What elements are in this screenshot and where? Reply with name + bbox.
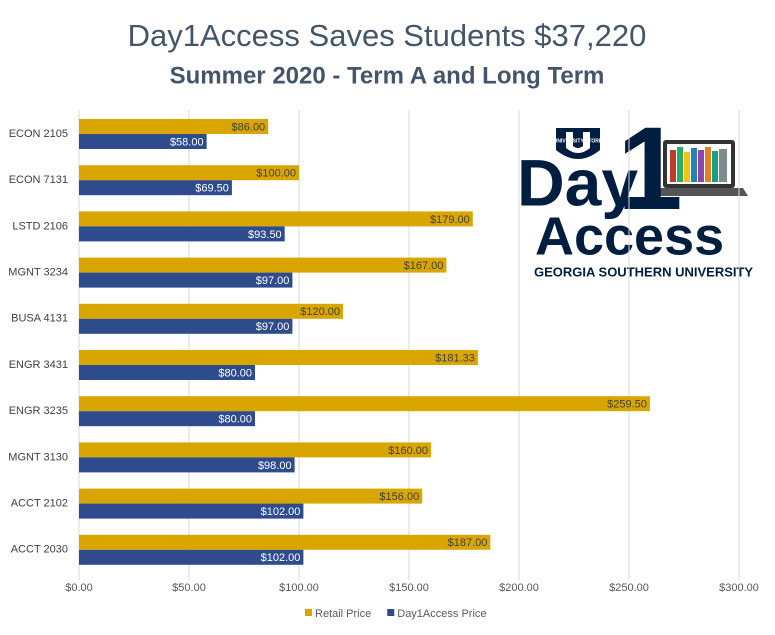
- y-tick-label: ECON 2105: [9, 128, 68, 140]
- logo-book: [719, 149, 727, 182]
- y-tick-label: ENGR 3431: [9, 359, 68, 371]
- bar: [79, 503, 304, 519]
- y-tick-label: MGNT 3234: [8, 267, 68, 279]
- y-tick-label: ECON 7131: [9, 174, 68, 186]
- bar: [79, 303, 343, 319]
- logo-store: UNIVERSITY STORE: [554, 138, 603, 144]
- logo-day: Day: [517, 145, 638, 219]
- value-label: $58.00: [170, 136, 204, 148]
- chart-subtitle: Summer 2020 - Term A and Long Term: [170, 62, 605, 89]
- value-label: $102.00: [261, 552, 301, 564]
- value-label: $156.00: [379, 491, 419, 503]
- value-label: $100.00: [256, 168, 296, 180]
- logo-book: [684, 152, 690, 182]
- bar: [79, 457, 295, 473]
- value-label: $97.00: [256, 321, 290, 333]
- logo-book: [712, 151, 718, 182]
- bar: [79, 119, 269, 134]
- bar: [79, 272, 293, 288]
- logo-access: Access: [535, 206, 724, 266]
- logo-book: [691, 148, 697, 182]
- value-label: $69.50: [195, 183, 229, 195]
- legend-swatch: [387, 609, 395, 616]
- y-tick-label: LSTD 2106: [12, 220, 68, 232]
- legend-label: Day1Access Price: [397, 608, 486, 620]
- chart-title: Day1Access Saves Students $37,220: [128, 18, 647, 53]
- value-label: $259.50: [607, 399, 647, 411]
- value-label: $86.00: [232, 121, 266, 133]
- bar: [79, 396, 650, 412]
- value-label: $102.00: [261, 506, 301, 518]
- x-tick-label: $150.00: [389, 582, 429, 594]
- value-label: $160.00: [388, 445, 428, 457]
- x-tick-label: $200.00: [499, 582, 539, 594]
- bar: [79, 488, 423, 504]
- y-tick-label: ENGR 3235: [9, 405, 68, 417]
- bar: [79, 350, 478, 365]
- bar: [79, 442, 431, 458]
- x-tick-label: $100.00: [279, 582, 319, 594]
- y-tick-label: ACCT 2102: [11, 498, 68, 510]
- value-label: $93.50: [248, 229, 282, 241]
- logo-u: [566, 132, 590, 153]
- logo-laptop-base: [650, 188, 748, 196]
- legend-swatch: [305, 609, 312, 616]
- logo-book: [705, 147, 711, 182]
- value-label: $187.00: [448, 537, 488, 549]
- value-label: $80.00: [218, 367, 252, 379]
- logo-book: [677, 147, 683, 182]
- bar: [79, 365, 255, 380]
- bar: [79, 257, 447, 273]
- logo: UNIVERSITY STORE Day 1 Access GEORGIA SO…: [517, 103, 753, 279]
- bar: [79, 180, 232, 196]
- logo-university: GEORGIA SOUTHERN UNIVERSITY: [534, 264, 753, 279]
- y-tick-label: MGNT 3130: [8, 451, 68, 463]
- bar: [79, 534, 491, 550]
- bar: [79, 211, 473, 227]
- bar: [79, 134, 207, 149]
- bar: [79, 411, 255, 427]
- logo-one: 1: [617, 103, 683, 235]
- value-label: $98.00: [258, 460, 292, 472]
- value-label: $120.00: [300, 306, 340, 318]
- bar: [79, 226, 285, 242]
- value-label: $80.00: [218, 414, 252, 426]
- logo-book: [670, 150, 676, 182]
- value-label: $167.00: [404, 260, 444, 272]
- legend-label: Retail Price: [315, 608, 371, 620]
- value-label: $97.00: [256, 275, 290, 287]
- bar: [79, 549, 304, 565]
- bar: [79, 165, 299, 181]
- value-label: $181.33: [435, 352, 475, 364]
- x-tick-label: $0.00: [65, 582, 93, 594]
- y-tick-label: ACCT 2030: [11, 544, 68, 556]
- y-tick-label: BUSA 4131: [11, 313, 68, 325]
- x-tick-label: $50.00: [172, 582, 206, 594]
- x-tick-label: $300.00: [719, 582, 759, 594]
- logo-book: [698, 150, 704, 182]
- value-label: $179.00: [430, 214, 470, 226]
- x-tick-label: $250.00: [609, 582, 649, 594]
- bar: [79, 318, 293, 334]
